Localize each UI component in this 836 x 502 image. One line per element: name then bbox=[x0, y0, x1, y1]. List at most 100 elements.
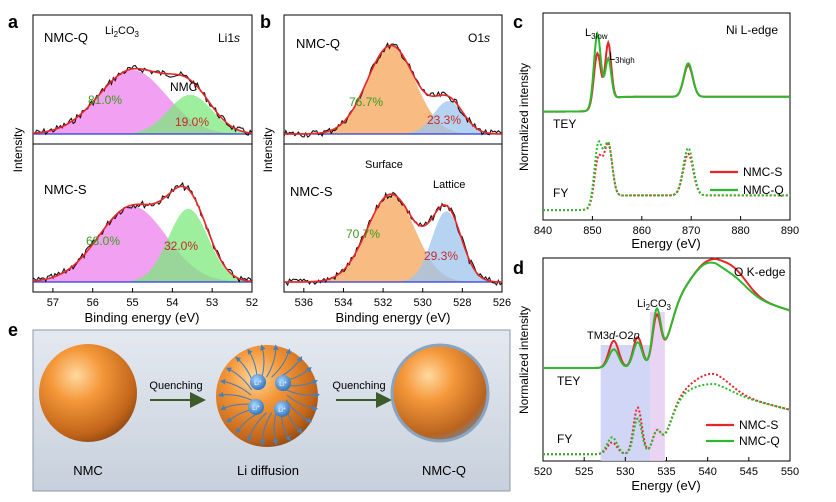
a-NMC-Q-fit-envelope bbox=[32, 67, 253, 134]
panel-b-edge-label: O1s bbox=[468, 31, 490, 45]
panel-c-xlabel: Energy (eV) bbox=[631, 236, 700, 251]
panel-a-pct-q-li2co3: 81.0% bbox=[88, 93, 122, 107]
li-ion-4 bbox=[274, 401, 290, 417]
nmc-sphere-label: NMC bbox=[73, 463, 103, 478]
d-series-NMC-Q-FY bbox=[543, 383, 791, 456]
panel-a-label-nmc-q: NMC-Q bbox=[44, 30, 88, 45]
diffusion-arrow bbox=[271, 348, 291, 378]
panel-c-tey-label: TEY bbox=[553, 117, 576, 131]
c-xtick-label: 860 bbox=[633, 225, 651, 237]
b-NMC-S-fit-envelope bbox=[283, 193, 503, 283]
panel-a-label-nmc-s: NMC-S bbox=[44, 182, 87, 197]
panel-c-ylabel: Normalized intensity bbox=[517, 63, 531, 171]
li-ion-3-label: Li+ bbox=[252, 404, 260, 412]
b-xtick-label: 536 bbox=[295, 297, 313, 309]
li-ion-1 bbox=[250, 374, 266, 390]
panel-label-e: e bbox=[8, 320, 18, 340]
panel-a-xticks: 57 56 55 54 53 52 bbox=[47, 288, 258, 309]
panel-d-title: O K-edge bbox=[734, 265, 786, 279]
nmc-q-sphere bbox=[390, 343, 490, 443]
d-series-NMC-Q-TEY bbox=[543, 261, 791, 369]
panel-a-frame bbox=[32, 14, 253, 293]
panel-b-pct-q-lattice: 23.3% bbox=[427, 113, 461, 127]
panel-c-title: Ni L-edge bbox=[726, 23, 778, 37]
panel-d-tm-region-label: TM3d-O2p bbox=[587, 330, 640, 342]
c-series-NMC-S-TEY bbox=[543, 39, 790, 113]
a-xtick-label: 52 bbox=[246, 297, 258, 309]
c-xtick-label: 850 bbox=[583, 225, 601, 237]
diffusion-arrow bbox=[286, 394, 319, 411]
panel-b-label-nmc-s: NMC-S bbox=[290, 184, 333, 199]
quenching-arrow-1-label: Quenching bbox=[149, 380, 202, 392]
li-ion-2-label: Li+ bbox=[279, 380, 287, 388]
a-NMC-Q-peak-1 bbox=[33, 94, 252, 134]
d-xtick-label: 535 bbox=[657, 466, 675, 478]
c-xtick-label: 880 bbox=[731, 225, 749, 237]
panel-c-fy-label: FY bbox=[553, 186, 568, 200]
panel-c-l3high-label: L3high bbox=[609, 51, 635, 65]
li-ion-2 bbox=[275, 375, 291, 391]
a-xtick-label: 57 bbox=[47, 297, 59, 309]
a-xtick-label: 56 bbox=[87, 297, 99, 309]
b-xtick-label: 528 bbox=[453, 297, 471, 309]
b-xtick-label: 534 bbox=[334, 297, 352, 309]
panel-b-lattice-label: Lattice bbox=[433, 179, 465, 191]
panel-a-pct-s-nmc: 32.0% bbox=[164, 239, 198, 253]
a-xtick-label: 54 bbox=[166, 297, 178, 309]
panel-b-o1s-xps: b 536 534 532 530 528 526 Binding energy (eV)… bbox=[260, 12, 511, 325]
d-xtick-label: 550 bbox=[781, 466, 799, 478]
panel-d-legend: NMC-S NMC-Q bbox=[706, 418, 780, 448]
panel-b-surface-label: Surface bbox=[365, 159, 403, 171]
panel-c-legend-label-q: NMC-Q bbox=[743, 183, 784, 197]
a-NMC-Q-peak-0 bbox=[33, 70, 252, 134]
panel-a-nmc-label: NMC bbox=[170, 80, 198, 94]
panel-d-fy-label: FY bbox=[557, 432, 572, 446]
b-xtick-label: 526 bbox=[493, 297, 511, 309]
panel-b-ylabel: Intensity bbox=[261, 128, 275, 173]
panel-c-legend-label-s: NMC-S bbox=[743, 165, 782, 179]
b-xtick-label: 532 bbox=[374, 297, 392, 309]
a-NMC-S-fit-envelope bbox=[32, 185, 253, 283]
b-xtick-label: 530 bbox=[414, 297, 432, 309]
panel-b-pct-s-surface: 70.7% bbox=[346, 227, 380, 241]
a-xtick-label: 55 bbox=[126, 297, 138, 309]
panel-a-series bbox=[32, 64, 253, 284]
panel-c-ni-l-edge: c 840 850 860 870 880 890 Energy (eV) Normali… bbox=[513, 12, 799, 251]
d-xtick-label: 540 bbox=[698, 466, 716, 478]
c-series-NMC-Q-FY bbox=[543, 139, 790, 212]
panel-c-series bbox=[543, 30, 790, 212]
panel-d-tey-label: TEY bbox=[557, 374, 580, 388]
panel-label-b: b bbox=[260, 12, 271, 32]
diffusion-arrow bbox=[272, 411, 278, 446]
panel-b-xticks: 536 534 532 530 528 526 bbox=[295, 288, 511, 309]
panel-b-series bbox=[283, 42, 503, 287]
panel-a-li2co3-label: Li2CO3 bbox=[105, 25, 140, 39]
panel-label-d: d bbox=[513, 258, 524, 278]
li-ion-3 bbox=[248, 399, 264, 415]
a-NMC-Q-raw-data bbox=[32, 64, 253, 136]
c-xtick-label: 840 bbox=[534, 225, 552, 237]
diffusion-arrow bbox=[285, 399, 313, 423]
panel-b-frame bbox=[283, 14, 503, 293]
d-xtick-label: 530 bbox=[616, 466, 634, 478]
panel-a-pct-q-nmc: 19.0% bbox=[175, 115, 209, 129]
diffusion-arrow bbox=[286, 389, 321, 399]
c-xtick-label: 870 bbox=[682, 225, 700, 237]
panel-d-ylabel: Normalized intensity bbox=[517, 306, 531, 414]
nmc-q-sphere-label: NMC-Q bbox=[422, 463, 466, 478]
panel-c-frame bbox=[542, 12, 791, 221]
panel-c-legend: NMC-S NMC-Q bbox=[710, 165, 784, 197]
panel-d-xticks: 520 525 530 535 540 545 550 bbox=[534, 457, 799, 478]
panel-d-xlabel: Energy (eV) bbox=[631, 478, 700, 493]
diffusion-arrow bbox=[265, 344, 279, 378]
d-xtick-label: 525 bbox=[575, 466, 593, 478]
d-region-1 bbox=[650, 312, 665, 461]
panel-d-series bbox=[543, 257, 791, 456]
d-xtick-label: 520 bbox=[534, 466, 552, 478]
panel-a-li1s-xps: a 57 56 55 54 53 52 Binding energy (eV) Inten… bbox=[8, 12, 258, 325]
panel-c-l3low-label: L3low bbox=[585, 27, 608, 41]
panel-d-o-k-edge: d 520 525 530 535 540 545 550 Energy (eV) Norm… bbox=[513, 257, 799, 493]
b-NMC-Q-peak-0 bbox=[284, 45, 502, 134]
b-NMC-S-peak-1 bbox=[284, 211, 502, 282]
a-xtick-label: 53 bbox=[206, 297, 218, 309]
